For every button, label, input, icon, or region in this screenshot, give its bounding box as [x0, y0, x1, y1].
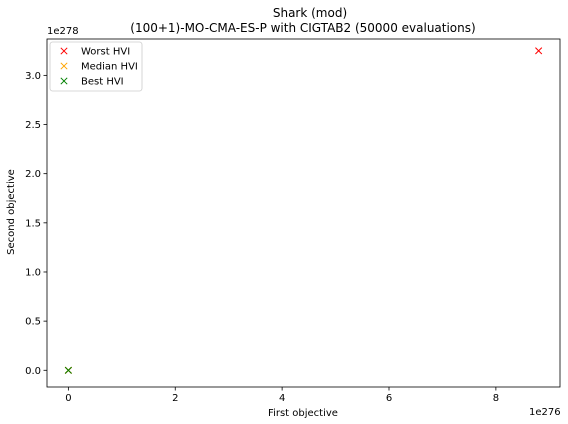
chart-title-line1: Shark (mod)	[273, 6, 347, 20]
data-point-worst-hvi	[535, 47, 543, 55]
data-point-best-hvi	[64, 366, 72, 374]
plot-frame	[46, 38, 561, 388]
y-offset-label: 1e278	[47, 26, 79, 37]
y-tick-label: 1.5	[25, 218, 41, 229]
legend-marker	[60, 62, 68, 70]
legend: Worst HVI Median HVI Best HVI	[49, 41, 143, 92]
y-axis-label: Second objective	[6, 169, 17, 255]
plot-area	[46, 38, 561, 388]
y-tick-label: 3.0	[25, 71, 41, 82]
legend-label: Median HVI	[81, 62, 138, 73]
x-tick-label: 0	[65, 393, 71, 404]
y-axis: 0.0 0.5 1.0 1.5 2.0 2.5 3.0	[25, 71, 47, 377]
legend-label: Best HVI	[81, 77, 124, 88]
y-tick-label: 2.5	[25, 120, 41, 131]
legend-marker	[60, 47, 68, 55]
x-tick-label: 8	[493, 393, 499, 404]
x-offset-label: 1e276	[529, 407, 561, 418]
data-markers	[64, 47, 543, 374]
y-tick-label: 2.0	[25, 169, 41, 180]
legend-frame	[49, 41, 143, 92]
chart-title-line2: (100+1)-MO-CMA-ES-P with CIGTAB2 (50000 …	[130, 21, 475, 35]
x-tick-label: 6	[386, 393, 392, 404]
y-tick-label: 0.0	[25, 366, 41, 377]
y-tick-label: 1.0	[25, 267, 41, 278]
y-tick-label: 0.5	[25, 317, 41, 328]
x-axis-label: First objective	[268, 408, 338, 419]
x-tick-label: 2	[172, 393, 178, 404]
x-axis: 0 2 4 6 8	[65, 387, 499, 404]
legend-label: Worst HVI	[81, 47, 130, 58]
legend-marker	[60, 77, 68, 85]
x-tick-label: 4	[279, 393, 285, 404]
